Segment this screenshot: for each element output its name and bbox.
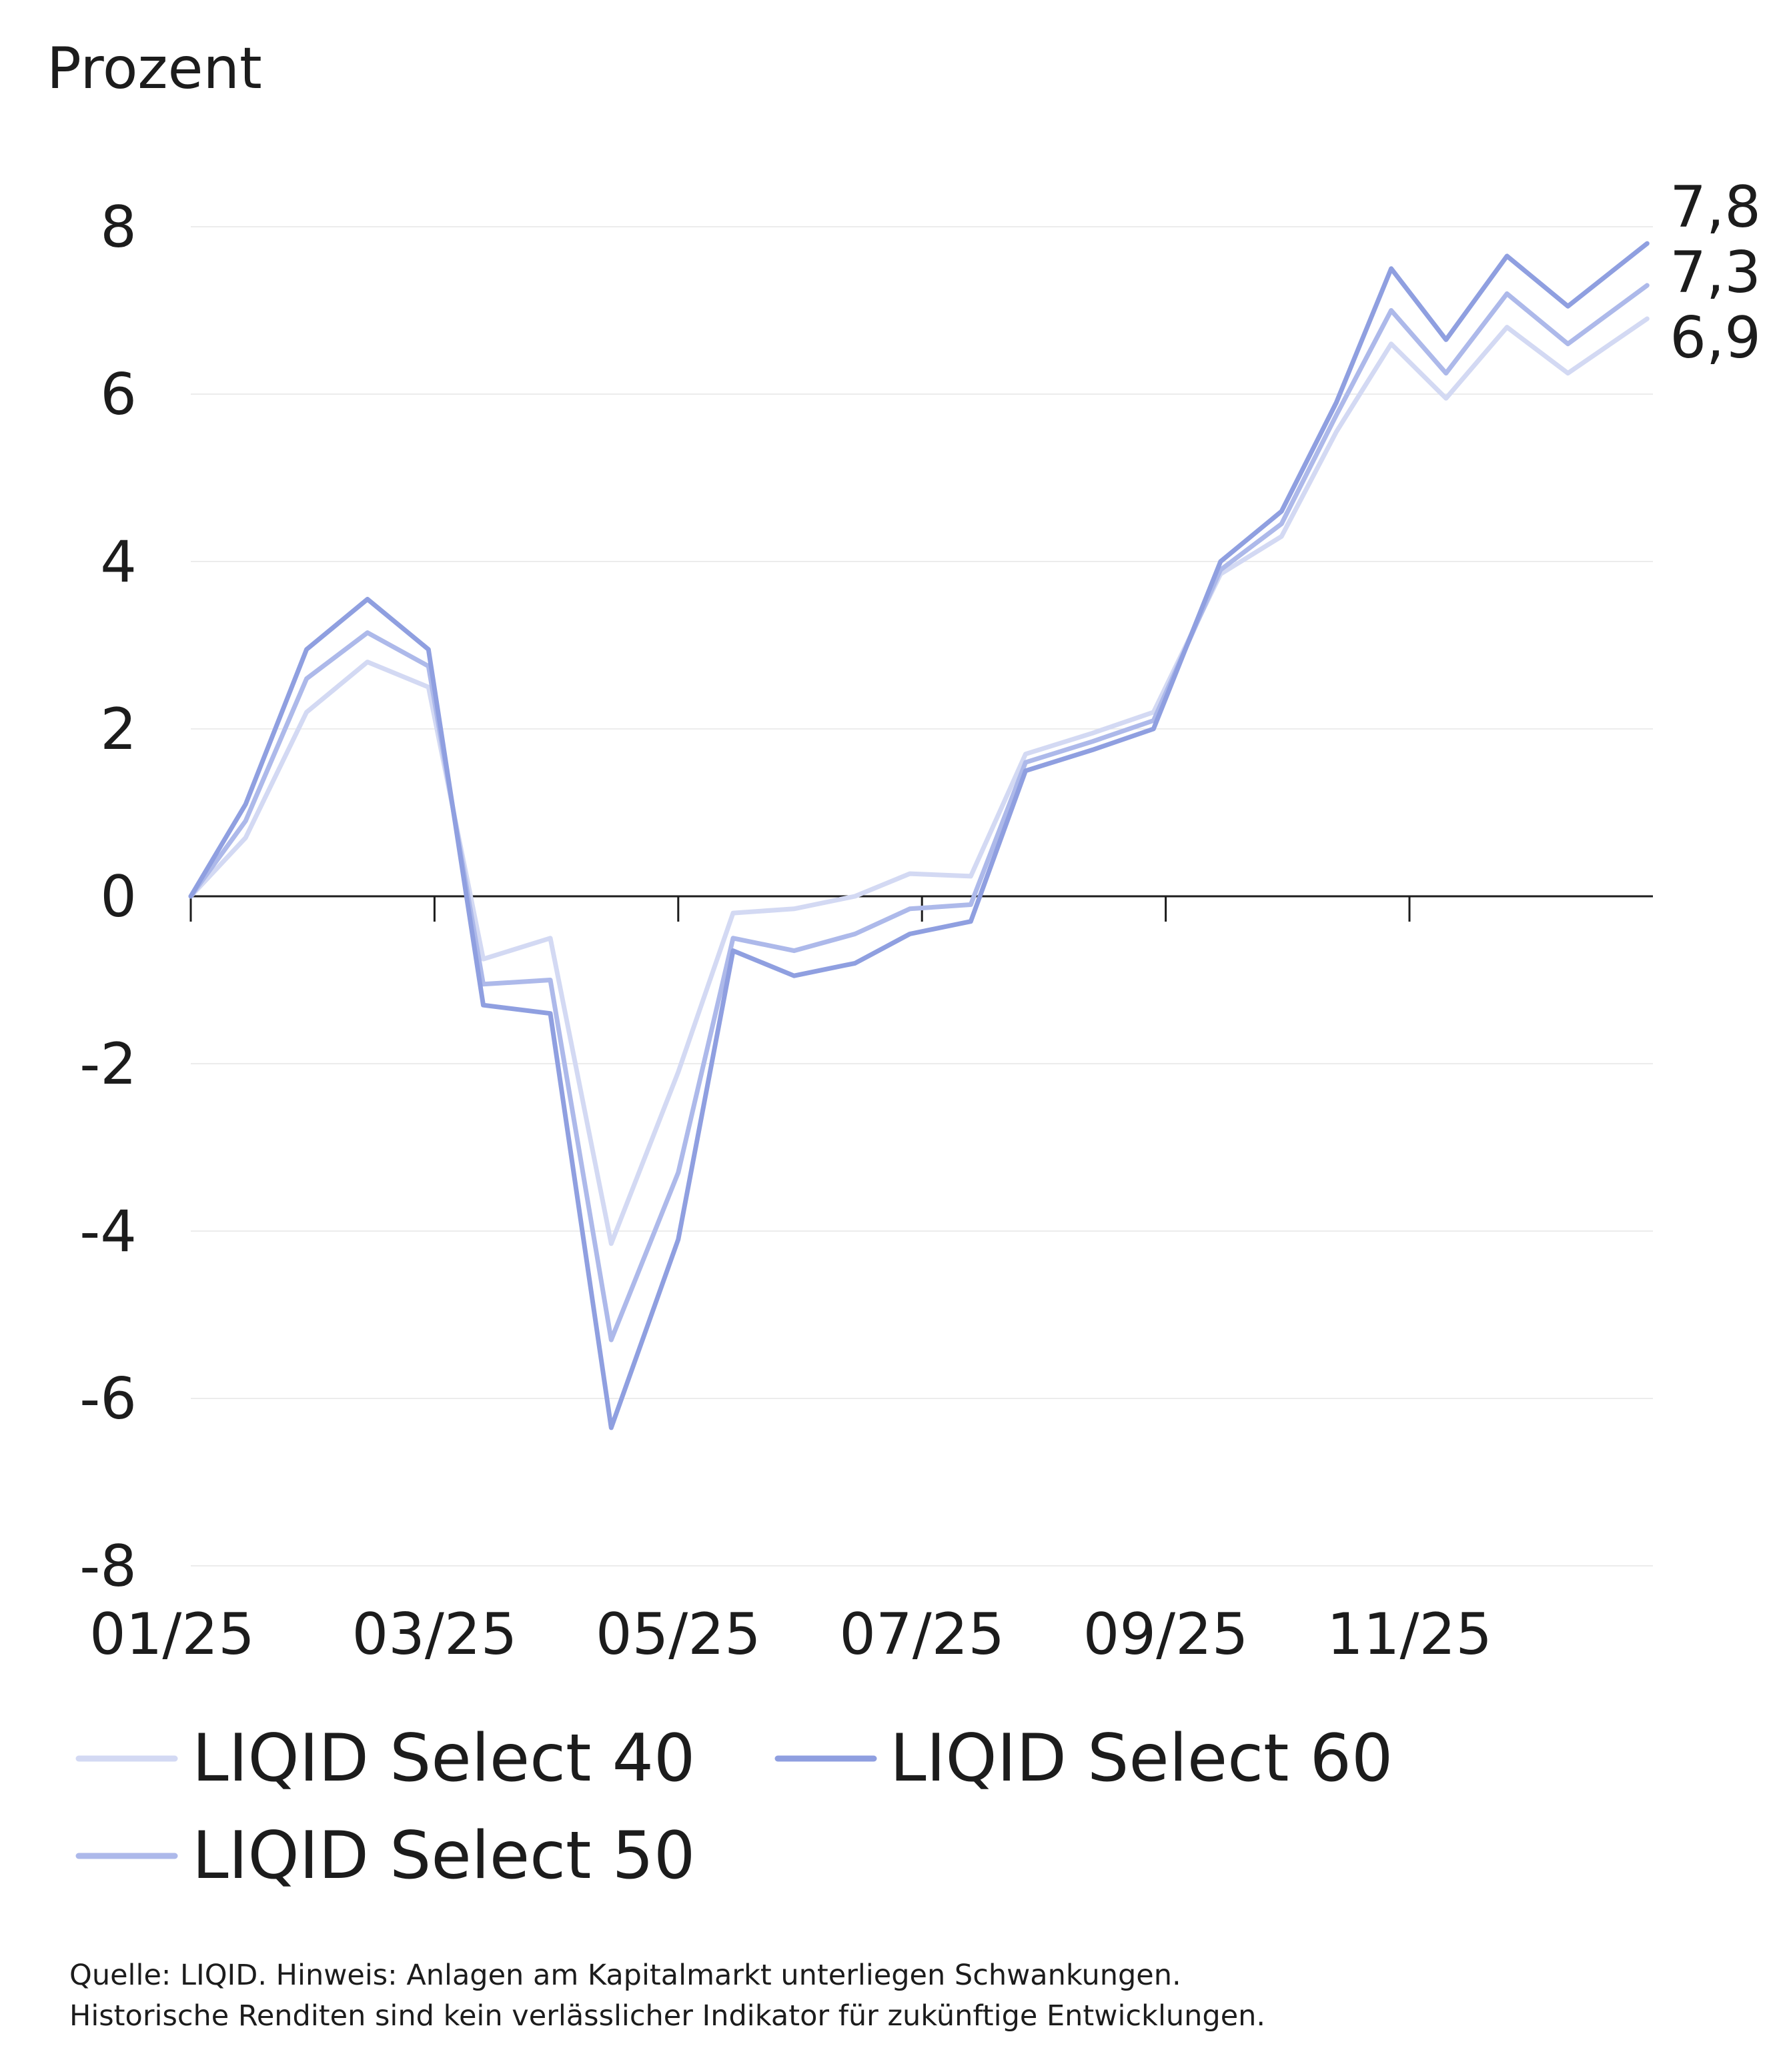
x-tick-label-5: 11/25 — [1327, 1601, 1492, 1668]
y-tick-label-2: 4 — [100, 529, 137, 596]
x-tick-label-3: 07/25 — [839, 1601, 1005, 1668]
series-line-2 — [188, 283, 1650, 1342]
y-tick-labels: 8 6 4 2 0 -2 -4 -6 -8 — [79, 194, 137, 1600]
legend-label-select-50: LIQID Select 50 — [192, 1818, 695, 1894]
y-tick-label-7: -6 — [79, 1366, 137, 1432]
y-axis-title: Prozent — [47, 35, 262, 102]
y-tick-label-6: -4 — [79, 1198, 137, 1265]
y-tick-label-1: 6 — [100, 361, 137, 428]
legend-label-select-60: LIQID Select 60 — [890, 1721, 1393, 1797]
series-line-1 — [188, 241, 1650, 1430]
y-tick-label-4: 0 — [100, 864, 137, 930]
legend: LIQID Select 40 LIQID Select 60 LIQID Se… — [75, 1721, 1393, 1894]
end-label-0: 7,8 — [1670, 174, 1761, 241]
legend-item-select-60: LIQID Select 60 — [774, 1721, 1393, 1797]
legend-label-select-40: LIQID Select 40 — [192, 1721, 695, 1797]
end-label-2: 6,9 — [1670, 305, 1761, 371]
y-tick-label-8: -8 — [79, 1533, 137, 1600]
y-tick-label-5: -2 — [79, 1031, 137, 1098]
end-label-1: 7,3 — [1670, 239, 1761, 306]
x-tick-label-0: 01/25 — [89, 1601, 255, 1668]
x-tick-label-1: 03/25 — [352, 1601, 517, 1668]
x-tick-label-2: 05/25 — [596, 1601, 761, 1668]
x-ticks: 01/25 03/25 05/25 07/25 09/25 11/25 — [89, 896, 1492, 1668]
end-labels: 7,87,36,9 — [1670, 174, 1761, 371]
source-note: Quelle: LIQID. Hinweis: Anlagen am Kapit… — [69, 1955, 1750, 2037]
grid-lines — [191, 226, 1653, 1567]
source-line-1: Quelle: LIQID. Hinweis: Anlagen am Kapit… — [69, 1959, 1181, 1992]
y-tick-label-3: 2 — [100, 696, 137, 763]
source-line-2: Historische Renditen sind kein verlässli… — [69, 1999, 1266, 2033]
y-tick-label-0: 8 — [100, 194, 137, 261]
legend-item-select-40: LIQID Select 40 — [75, 1721, 695, 1797]
x-tick-label-4: 09/25 — [1083, 1601, 1249, 1668]
series-line-0 — [188, 316, 1650, 1246]
series-lines — [188, 241, 1650, 1430]
legend-item-select-50: LIQID Select 50 — [75, 1818, 695, 1894]
